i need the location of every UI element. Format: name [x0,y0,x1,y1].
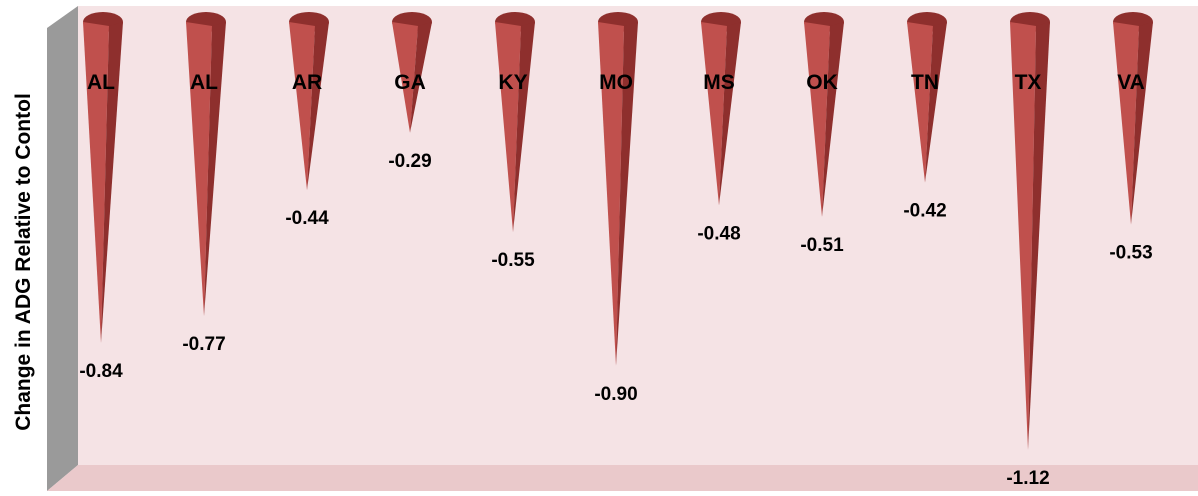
cone-front-mo [598,22,624,366]
cone-ms [701,12,741,206]
value-label-ky: -0.55 [491,250,535,271]
cone-front-al [83,22,109,343]
chart-marks: AL -0.84 AL -0.77 AR -0.44 GA -0.29 KY -0.55 MO -0.… [79,12,1153,489]
cone-side-ok [822,22,844,217]
cone-front-ok [804,22,830,217]
cone-side-mo [616,22,638,366]
cone-side-va [1131,22,1153,225]
cone-ok [804,12,844,217]
cone-al-2 [186,12,226,317]
cone-front-tn [907,22,933,183]
value-label-al-2: -0.77 [182,334,225,355]
cone-side-al [101,22,123,343]
cone-side-tx [1028,22,1050,450]
value-label-tx: -1.12 [1006,468,1049,489]
value-label-mo: -0.90 [594,384,637,405]
cone-front-ga [392,22,418,133]
value-label-va: -0.53 [1109,242,1152,263]
value-label-ok: -0.51 [800,235,844,256]
side-wall [47,6,78,491]
category-label-ms: MS [703,71,735,94]
category-label-tx: TX [1015,71,1042,94]
value-label-ms: -0.48 [697,223,740,244]
cone-tn [907,12,947,183]
cone-side-tn [925,22,947,183]
cone-side-ky [513,22,535,233]
y-axis-title: Change in ADG Relative to Contol [12,93,35,431]
cone-front-tx [1010,22,1036,450]
cone-ga [392,12,432,133]
cone-ar [289,12,329,191]
category-label-tn: TN [911,71,939,94]
category-label-al: AL [87,71,115,94]
category-label-ky: KY [498,71,527,94]
back-wall [78,6,1198,465]
category-label-va: VA [1117,71,1145,94]
value-label-ar: -0.44 [285,208,329,229]
value-label-tn: -0.42 [903,200,946,221]
category-label-mo: MO [599,71,633,94]
cone-mo [598,12,638,366]
cone-va [1113,12,1153,225]
cone-side-ms [719,22,741,206]
cone-front-al-2 [186,22,212,317]
category-label-ar: AR [292,71,322,94]
cone-front-ms [701,22,727,206]
cone-front-va [1113,22,1139,225]
cone-al [83,12,123,343]
floor [47,465,1198,491]
cone-front-ar [289,22,315,191]
cone-front-ky [495,22,521,233]
category-label-ok: OK [806,71,838,94]
cone-side-ar [307,22,329,191]
cone-side-ga [410,22,432,133]
value-label-ga: -0.29 [388,151,431,172]
category-label-al-2: AL [190,71,218,94]
cone-side-al-2 [204,22,226,317]
cone-ky [495,12,535,233]
category-label-ga: GA [394,71,426,94]
value-label-al: -0.84 [79,361,123,382]
cone-tx [1010,12,1050,450]
